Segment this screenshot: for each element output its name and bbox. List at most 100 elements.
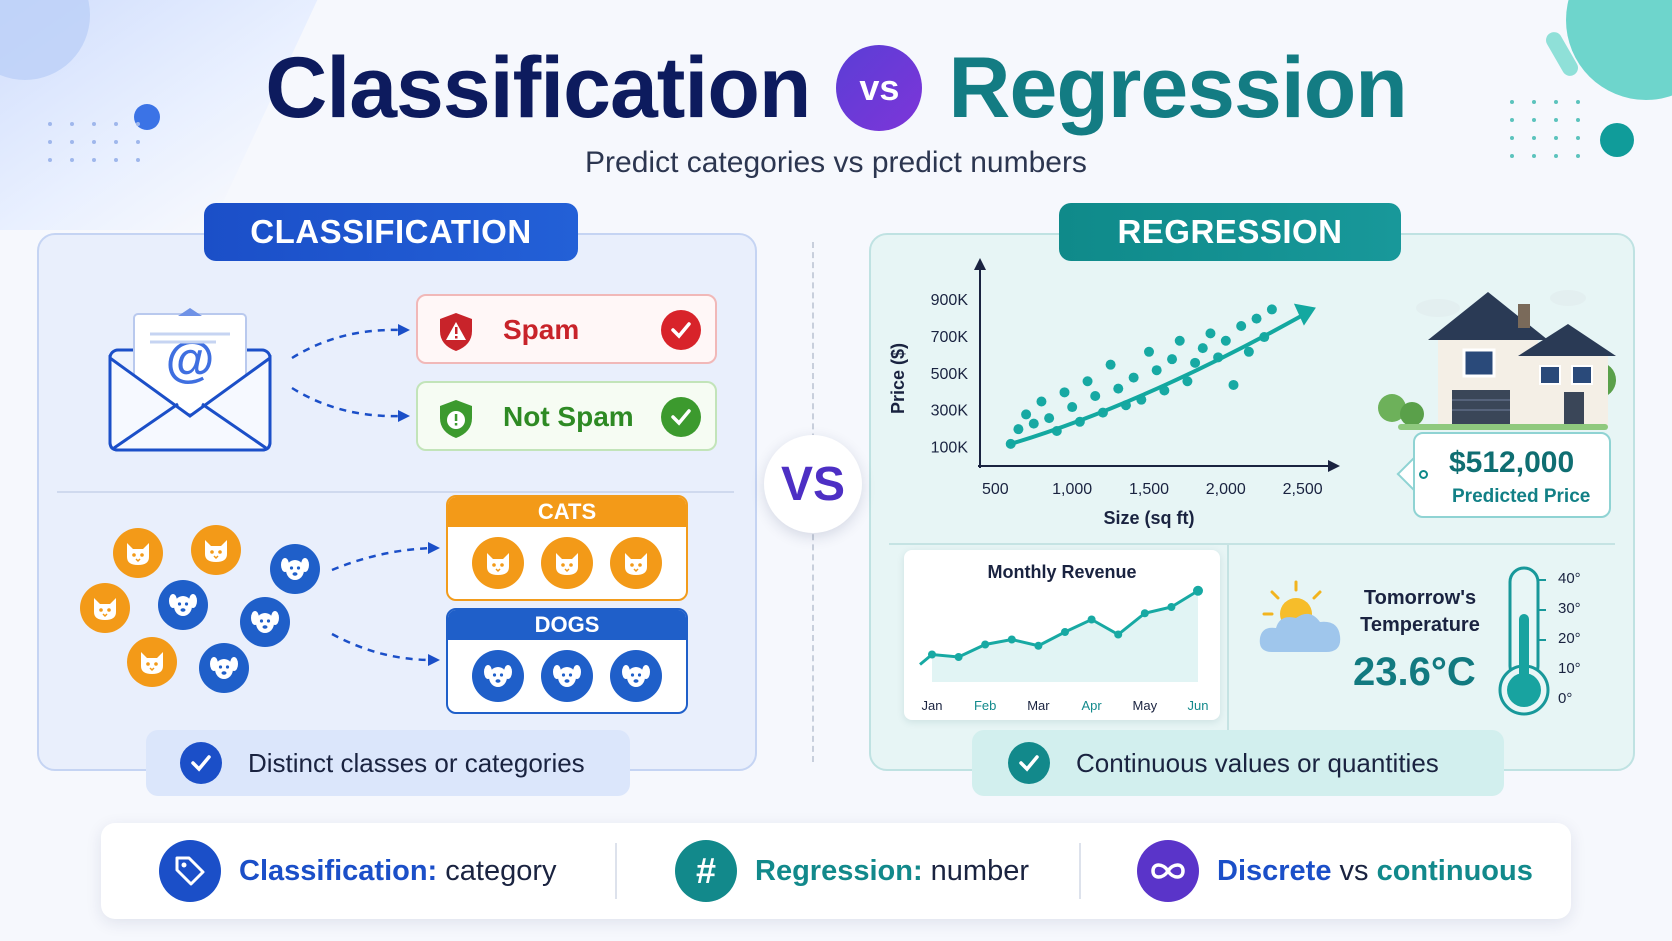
not-spam-label-text: Not Spam — [503, 401, 634, 432]
infinity-icon — [1137, 840, 1199, 902]
regression-heading: REGRESSION — [1059, 203, 1401, 261]
cat-icon — [540, 537, 593, 589]
y-axis-title: Price ($) — [888, 343, 908, 414]
scatter-point — [1190, 357, 1201, 368]
center-vs-badge: VS — [764, 435, 862, 533]
y-tick-label: 700K — [931, 329, 969, 346]
takeaway-discrete-continuous: Discrete vs continuous — [1137, 840, 1533, 902]
arrow-to-groups — [331, 542, 440, 666]
revenue-line — [919, 589, 1199, 666]
page-subtitle: Predict categories vs predict numbers — [585, 146, 1087, 179]
y-tick-label: 900K — [931, 292, 969, 309]
scatter-point — [1236, 321, 1247, 331]
scatter-point — [1067, 402, 1078, 413]
scatter-point — [1021, 409, 1032, 420]
cat-icon — [609, 537, 662, 589]
x-tick-label: 500 — [982, 481, 1009, 498]
spam-label-text: Spam — [503, 314, 580, 345]
scatter-point — [1151, 365, 1162, 376]
vs-badge: vs — [836, 45, 923, 131]
cat-icon — [80, 583, 130, 633]
page-title: Classification vs Regression — [0, 38, 1672, 138]
takeaway-classification-rest: category — [437, 854, 557, 887]
temperature-title: Tomorrow's Temperature — [1340, 585, 1500, 639]
scatter-point — [1243, 346, 1254, 357]
dog-icon — [199, 643, 249, 693]
dog-icon — [609, 650, 662, 702]
scatter-point — [1044, 413, 1055, 424]
scatter-point — [1266, 304, 1277, 315]
y-tick-label: 300K — [931, 403, 969, 420]
takeaway-regression-rest: number — [922, 854, 1029, 887]
classification-heading: CLASSIFICATION — [204, 203, 578, 261]
arrow-to-spam — [291, 324, 410, 422]
decor-dot-grid — [48, 122, 140, 162]
revenue-title: Monthly Revenue — [987, 562, 1137, 582]
x-axis-title: Size (sq ft) — [1103, 508, 1194, 528]
regression-summary: Continuous values or quantities — [972, 730, 1504, 796]
not-spam-label: Not Spam — [416, 381, 717, 451]
svg-text:@: @ — [166, 331, 215, 387]
scatter-point — [1013, 424, 1024, 435]
check-icon — [180, 742, 222, 784]
section-divider — [57, 491, 734, 493]
takeaway-discrete: Discrete — [1217, 854, 1332, 887]
decor-dot-right — [1600, 123, 1634, 157]
temperature-tick-label: 40° — [1558, 570, 1581, 587]
cats-group-label: CATS — [448, 497, 686, 527]
dogs-row — [448, 640, 686, 702]
cats-row — [448, 527, 686, 589]
email-envelope-icon: @ — [108, 308, 272, 452]
dog-icon — [472, 650, 525, 702]
title-classification: Classification — [265, 39, 811, 136]
dog-icon — [158, 580, 208, 630]
classification-summary: Distinct classes or categories — [146, 730, 630, 796]
revenue-point — [1167, 603, 1176, 611]
regression-divider — [889, 543, 1615, 545]
scatter-point — [1220, 335, 1231, 346]
revenue-point — [954, 653, 963, 661]
dog-icon — [270, 544, 320, 594]
takeaway-separator — [1079, 843, 1081, 899]
scatter-point — [1182, 376, 1193, 387]
scatter-point — [1251, 313, 1262, 324]
revenue-point — [1034, 641, 1043, 650]
price-tag-hole — [1419, 470, 1428, 479]
takeaway-vs: vs — [1331, 854, 1377, 887]
cat-icon — [472, 537, 525, 589]
warning-shield-icon — [440, 313, 472, 351]
cats-group: CATS — [446, 495, 688, 601]
takeaway-classification-highlight: Classification: — [239, 854, 438, 887]
scatter-point — [1113, 383, 1124, 394]
month-label: Mar — [1027, 698, 1050, 713]
monthly-revenue-card: Monthly Revenue Jan Feb Mar Apr May Jun — [904, 550, 1220, 720]
regression-summary-text: Continuous values or quantities — [1076, 747, 1439, 778]
regression-divider-vertical — [1227, 545, 1229, 731]
scatter-point — [1059, 387, 1070, 398]
takeaway-continuous: continuous — [1376, 854, 1533, 887]
scatter-point — [1174, 335, 1185, 346]
cat-icon — [191, 525, 241, 575]
predicted-price-value: $512,000 — [1449, 446, 1575, 479]
scatter-point — [1128, 372, 1139, 383]
revenue-point — [928, 650, 936, 659]
scatter-point — [1167, 354, 1178, 365]
house-price-scatter-chart: 900K 700K 500K 300K 100K 500 1,000 1,500 2,000 2,… — [888, 258, 1340, 528]
predicted-price-label: Predicted Price — [1452, 486, 1591, 507]
temperature-tick-label: 10° — [1558, 660, 1581, 677]
scatter-point — [1228, 379, 1239, 390]
monthly-revenue-line-chart: Jan Feb Mar Apr May Jun — [919, 585, 1208, 713]
y-tick-label: 100K — [931, 440, 969, 457]
x-tick-label: 1,000 — [1052, 481, 1092, 498]
scatter-point — [1105, 359, 1116, 370]
temperature-tick-label: 30° — [1558, 600, 1581, 617]
scatter-point — [1028, 418, 1039, 429]
scatter-point — [1144, 346, 1154, 357]
spam-label: Spam — [416, 294, 717, 364]
takeaway-regression: # Regression: number — [675, 840, 1029, 902]
revenue-area — [932, 590, 1198, 682]
temperature-title-line1: Tomorrow's — [1363, 587, 1477, 609]
month-label: Apr — [1081, 698, 1102, 713]
revenue-point — [1193, 585, 1203, 596]
thermometer-icon — [1498, 566, 1550, 716]
